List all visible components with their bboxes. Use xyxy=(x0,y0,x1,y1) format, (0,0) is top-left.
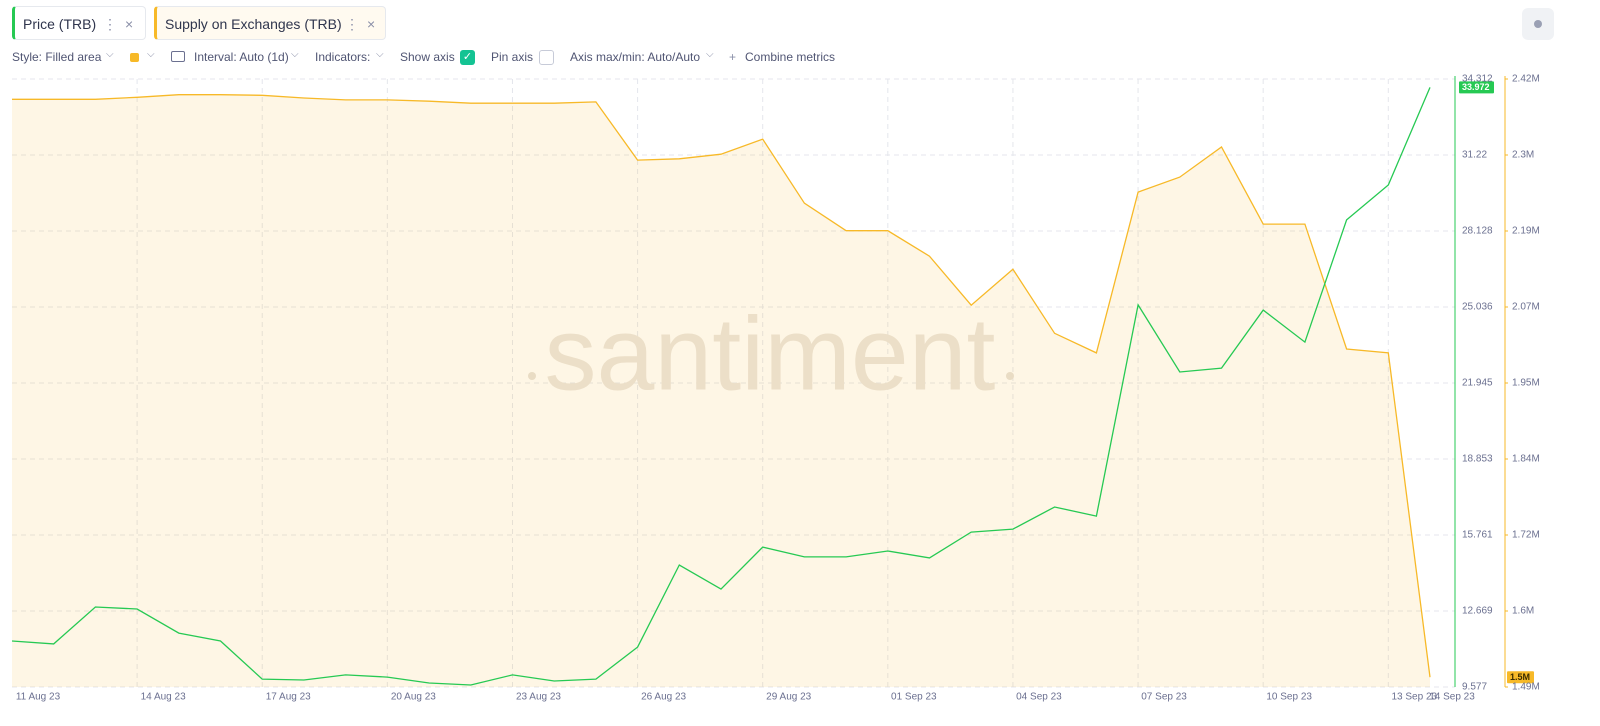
axis-minmax-select[interactable]: Axis max/min: Auto/Auto xyxy=(570,50,701,64)
x-tick-label: 01 Sep 23 xyxy=(891,692,937,703)
chevron: ⌵ xyxy=(147,49,155,60)
y-tick-label: 18.853 xyxy=(1462,454,1493,465)
y2-tick-label: 1.6M xyxy=(1512,606,1534,617)
value-label: 33.972 xyxy=(1462,82,1490,92)
y-tick-label: 12.669 xyxy=(1462,606,1493,617)
dot xyxy=(1534,20,1542,28)
x-tick-label: 23 Aug 23 xyxy=(516,692,561,703)
x-tick-label: 20 Aug 23 xyxy=(391,692,436,703)
menu-icon[interactable]: ⋮ xyxy=(103,16,117,32)
y2-tick-label: 2.19M xyxy=(1512,226,1540,237)
y-tick-label: 9.577 xyxy=(1462,682,1487,693)
combine-button[interactable]: Combine metrics xyxy=(745,50,836,64)
y-tick-label: 34.312 xyxy=(1462,74,1493,85)
x-tick-label: 26 Aug 23 xyxy=(641,692,686,703)
pin-axis-checkbox[interactable] xyxy=(539,50,554,65)
watermark-group: santiment xyxy=(528,296,1014,412)
value-tag xyxy=(1507,671,1534,684)
settings-button[interactable] xyxy=(1522,8,1554,40)
close-icon[interactable]: × xyxy=(367,16,376,32)
x-tick-label: 10 Sep 23 xyxy=(1266,692,1312,703)
interval-icon xyxy=(171,51,185,62)
y2-tick-label: 1.49M xyxy=(1512,682,1540,693)
tab-label: Price (TRB) xyxy=(23,16,97,32)
y2-tick-label: 1.84M xyxy=(1512,454,1540,465)
y2-tick-label: 2.42M xyxy=(1512,74,1540,85)
x-tick-label: 14 Aug 23 xyxy=(141,692,186,703)
chevron: ⌵ xyxy=(106,49,114,60)
metric-tab[interactable]: Supply on Exchanges (TRB) ⋮ × xyxy=(154,6,386,40)
pin-axis-label[interactable]: Pin axis xyxy=(491,50,534,64)
y-tick-label: 21.945 xyxy=(1462,378,1493,389)
x-tick-label: 04 Sep 23 xyxy=(1016,692,1062,703)
value-tag xyxy=(1459,81,1494,94)
x-tick-label: 13 Sep 23 xyxy=(1391,692,1437,703)
chevron: ⌵ xyxy=(376,49,384,60)
indicators-select[interactable]: Indicators: xyxy=(315,50,371,64)
metric-tab[interactable]: Price (TRB) ⋮ × xyxy=(12,6,146,40)
plus-icon: + xyxy=(729,50,737,64)
watermark-dot xyxy=(1006,372,1014,380)
x-tick-label: 14 Sep 23 xyxy=(1429,692,1475,703)
style-select[interactable]: Style: Filled area xyxy=(12,50,102,64)
show-axis-label[interactable]: Show axis xyxy=(400,50,455,64)
line xyxy=(11,87,1431,686)
x-tick-label: 29 Aug 23 xyxy=(766,692,811,703)
y2-tick-label: 2.07M xyxy=(1512,302,1540,313)
interval-select[interactable]: Interval: Auto (1d) xyxy=(194,50,289,64)
x-tick-label: 17 Aug 23 xyxy=(266,692,311,703)
y-tick-label: 15.761 xyxy=(1462,530,1493,541)
watermark: santiment xyxy=(545,296,996,412)
y2-tick-label: 1.72M xyxy=(1512,530,1540,541)
y2-tick-label: 2.3M xyxy=(1512,150,1534,161)
chevron: ⌵ xyxy=(706,49,714,60)
x-tick-label: 07 Sep 23 xyxy=(1141,692,1187,703)
watermark-dot xyxy=(528,372,536,380)
y2-tick-label: 1.95M xyxy=(1512,378,1540,389)
y-tick-label: 31.22 xyxy=(1462,150,1487,161)
x-tick-label: 11 Aug 23 xyxy=(16,692,61,703)
show-axis-checkbox[interactable]: ✓ xyxy=(460,50,475,65)
y-tick-label: 28.128 xyxy=(1462,226,1493,237)
menu-icon[interactable]: ⋮ xyxy=(345,16,359,32)
close-icon[interactable]: × xyxy=(125,16,134,32)
chevron: ⌵ xyxy=(291,49,299,60)
y-tick-label: 25.036 xyxy=(1462,302,1493,313)
value-label: 1.5M xyxy=(1510,672,1530,682)
tab-label: Supply on Exchanges (TRB) xyxy=(165,16,342,32)
line xyxy=(12,94,1431,678)
color-swatch[interactable] xyxy=(130,53,139,62)
area xyxy=(12,94,1430,688)
